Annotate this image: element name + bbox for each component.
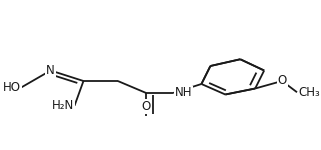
Text: O: O bbox=[142, 100, 151, 113]
Text: H₂N: H₂N bbox=[52, 99, 74, 112]
Text: NH: NH bbox=[175, 87, 192, 99]
Text: HO: HO bbox=[3, 81, 21, 94]
Text: CH₃: CH₃ bbox=[299, 86, 320, 99]
Text: O: O bbox=[277, 75, 287, 87]
Text: N: N bbox=[46, 64, 55, 77]
